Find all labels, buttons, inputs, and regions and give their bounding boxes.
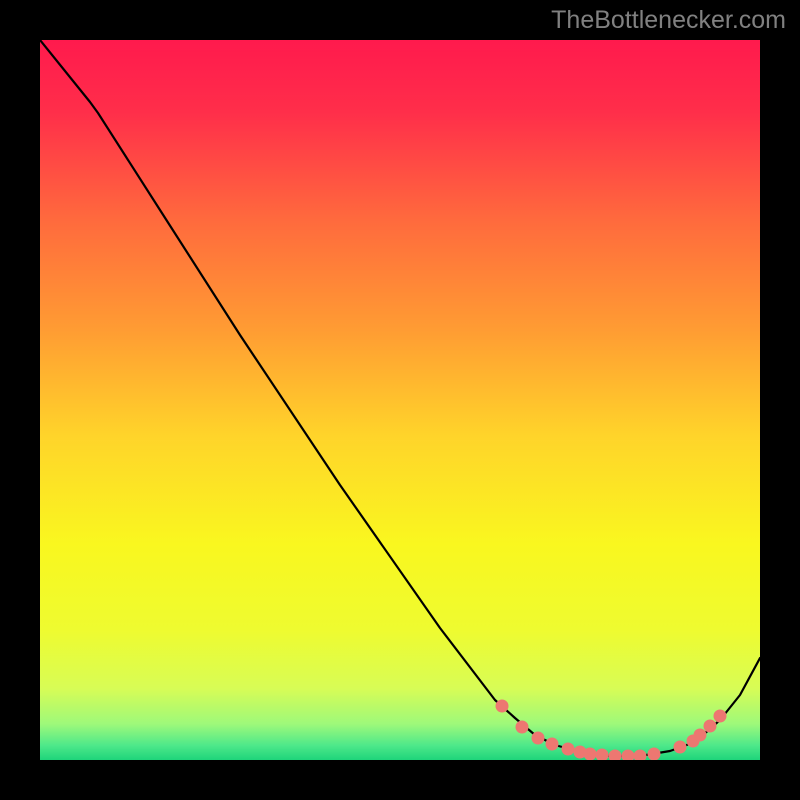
chart-marker — [516, 721, 529, 734]
chart-marker — [648, 748, 661, 761]
chart-marker — [704, 720, 717, 733]
chart-marker — [694, 729, 707, 742]
chart-marker — [674, 741, 687, 754]
chart-marker — [714, 710, 727, 723]
chart-marker — [584, 748, 597, 761]
chart-marker — [562, 743, 575, 756]
chart-background — [40, 40, 760, 760]
chart-marker — [546, 738, 559, 751]
chart-plot-area — [40, 40, 760, 760]
attribution-text: TheBottlenecker.com — [551, 6, 786, 35]
chart-marker — [532, 732, 545, 745]
chart-svg — [40, 40, 760, 760]
chart-marker — [496, 700, 509, 713]
